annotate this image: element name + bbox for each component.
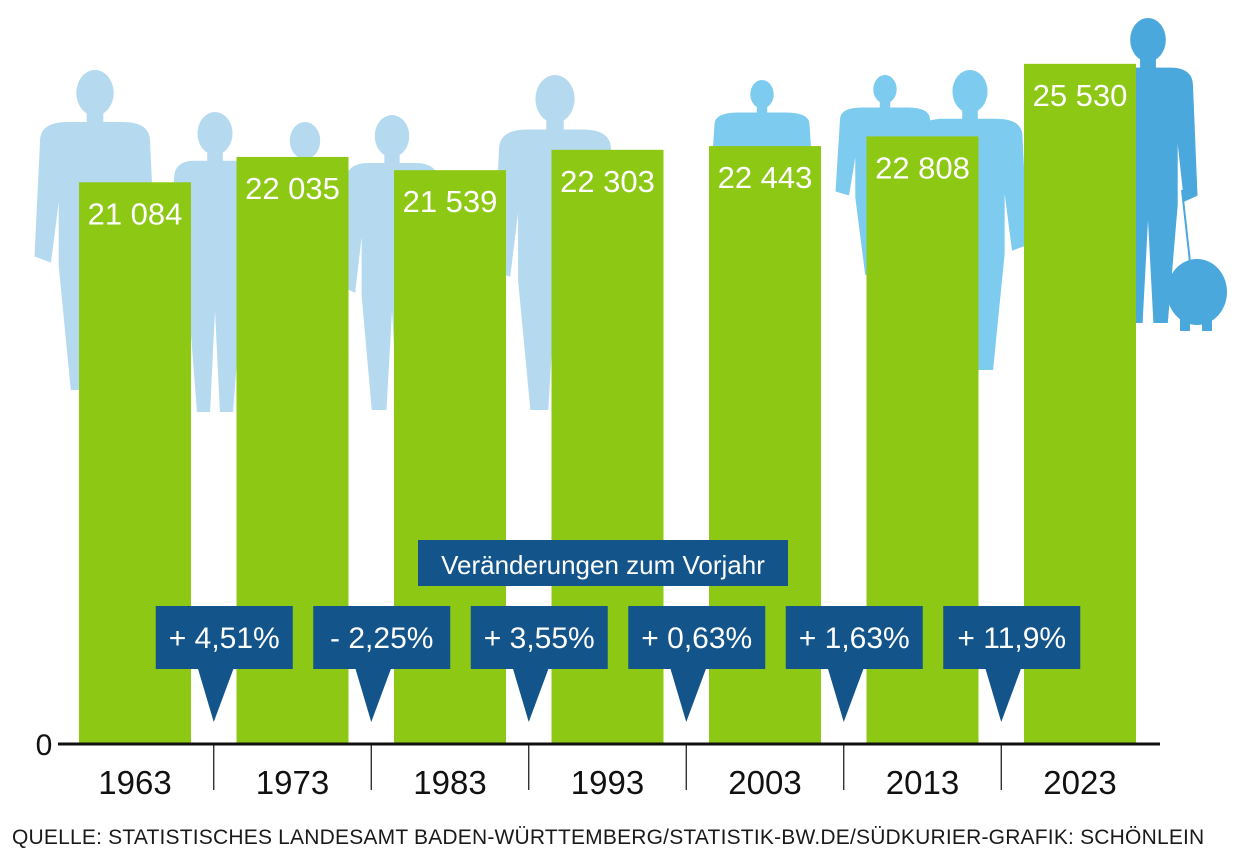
change-value: - 2,25%	[330, 622, 433, 655]
bar-value-label: 21 084	[88, 196, 183, 231]
change-callout: + 0,63%	[628, 606, 766, 722]
bar-value-label: 25 530	[1033, 78, 1128, 113]
changes-legend-box	[418, 540, 788, 586]
x-tick-label: 1983	[413, 764, 486, 801]
x-tick-label: 2003	[728, 764, 801, 801]
x-axis: 0 1963 1973 1983 1993 2003 2013 2023	[36, 729, 1160, 801]
change-value: + 11,9%	[957, 622, 1066, 655]
change-callout-pointer	[985, 668, 1022, 722]
change-callout-box	[313, 606, 451, 669]
change-callout-pointer	[197, 668, 234, 722]
change-value: + 3,55%	[484, 622, 595, 655]
x-tick-label: 2023	[1043, 764, 1116, 801]
y-zero-label: 0	[36, 729, 53, 762]
x-tick-label: 1963	[98, 764, 171, 801]
change-callout-pointer	[355, 668, 392, 722]
source-note: QUELLE: STATISTISCHES LANDESAMT BADEN-WÜ…	[12, 826, 1205, 849]
x-tick-label: 1993	[571, 764, 644, 801]
change-callout: - 2,25%	[313, 606, 451, 722]
dog-silhouette-icon	[1167, 189, 1227, 331]
change-callout: + 3,55%	[470, 606, 608, 722]
change-callout-box	[155, 606, 293, 669]
changes-legend: Veränderungen zum Vorjahr	[418, 540, 788, 586]
change-callout-pointer	[827, 668, 864, 722]
bar-value-label: 22 808	[875, 150, 970, 185]
bar-value-label: 22 035	[245, 171, 340, 206]
change-callout-pointer	[512, 668, 549, 722]
bar-value-label: 22 303	[560, 164, 655, 199]
change-callouts: + 4,51% - 2,25% + 3,55% + 0,63% + 1,63% + 11,…	[155, 606, 1081, 722]
change-callout: + 4,51%	[155, 606, 293, 722]
changes-legend-text: Veränderungen zum Vorjahr	[441, 550, 765, 580]
change-value: + 0,63%	[641, 622, 752, 655]
change-value: + 1,63%	[799, 622, 910, 655]
bar-value-label: 21 539	[403, 184, 498, 219]
bar-value-label: 22 443	[718, 160, 813, 195]
change-callout-box	[943, 606, 1081, 669]
change-value: + 4,51%	[169, 622, 280, 655]
change-callout: + 1,63%	[785, 606, 923, 722]
change-callout-pointer	[670, 668, 707, 722]
x-tick-label: 2013	[886, 764, 959, 801]
x-tick-label: 1973	[256, 764, 329, 801]
change-callout-box	[785, 606, 923, 669]
change-callout: + 11,9%	[943, 606, 1081, 722]
change-callout-box	[470, 606, 608, 669]
change-callout-box	[628, 606, 766, 669]
